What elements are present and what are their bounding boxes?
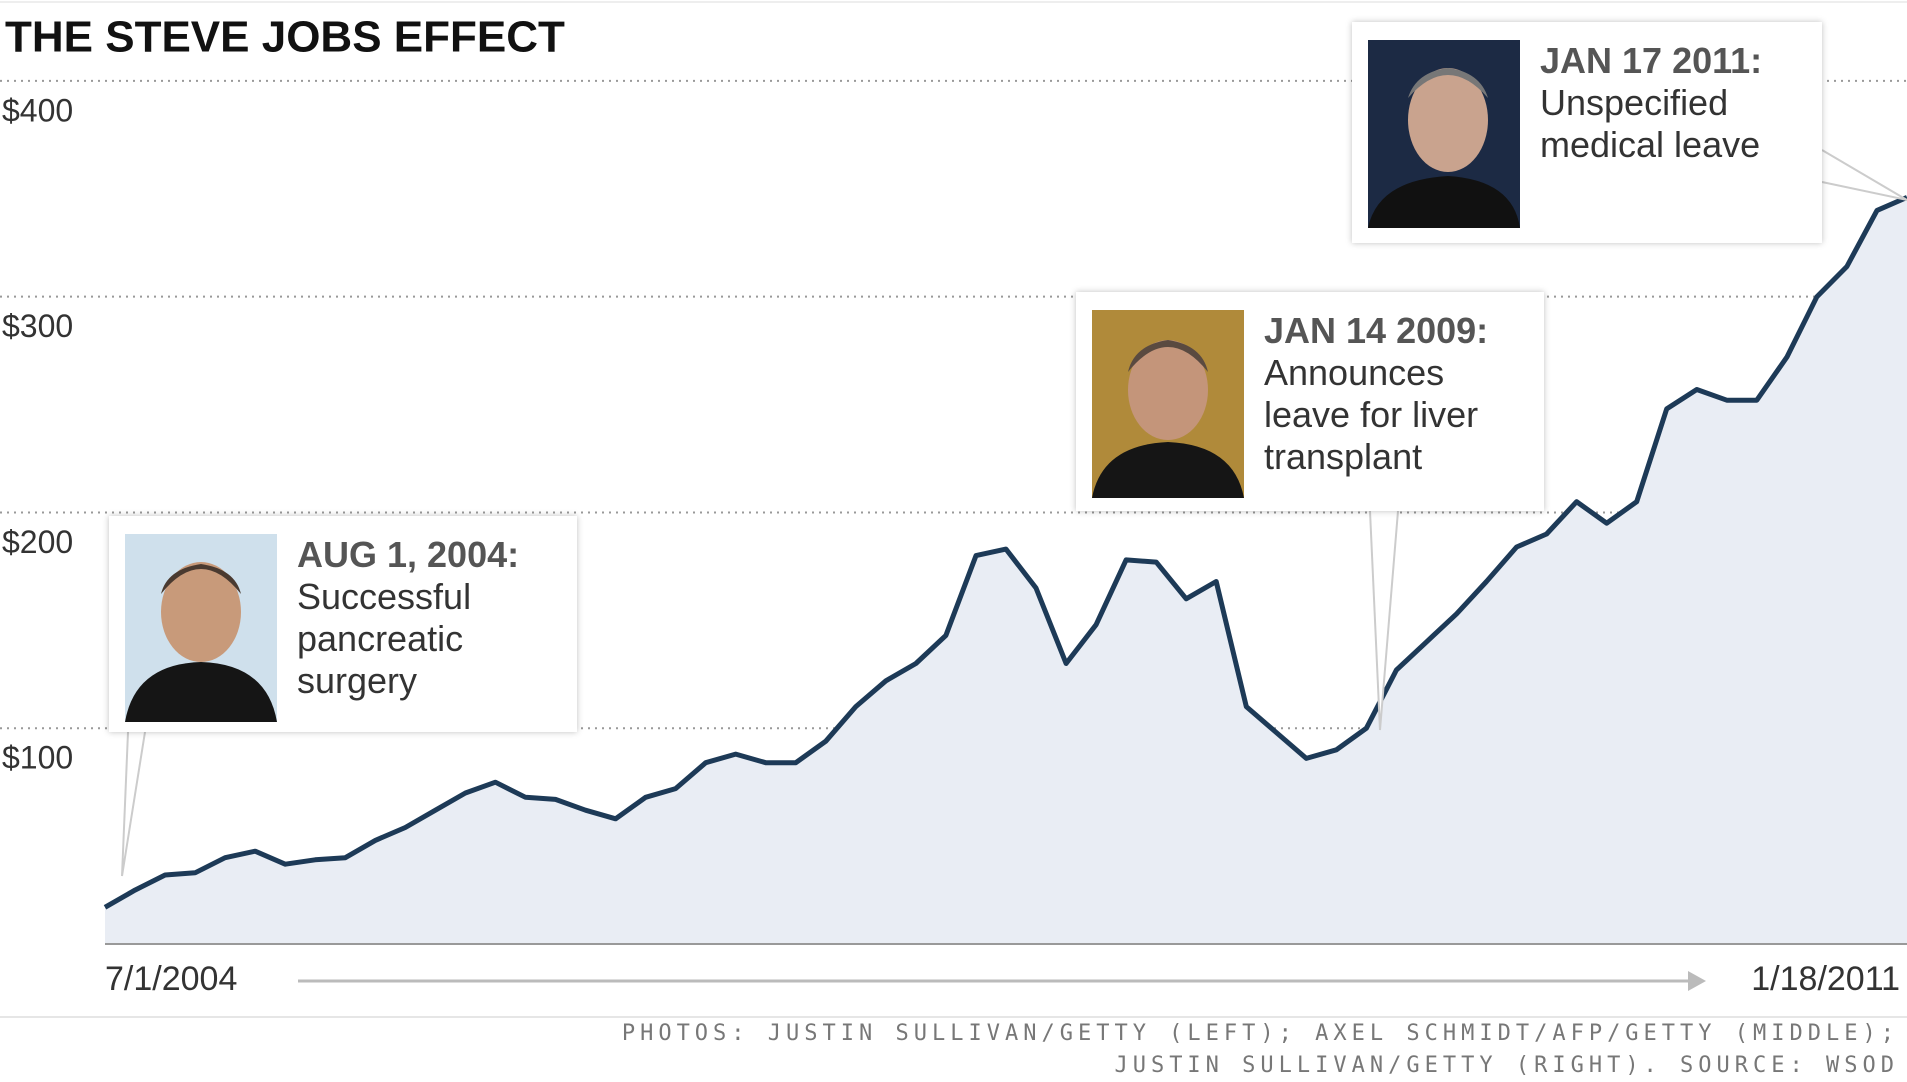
photo	[1368, 40, 1520, 228]
photo	[1092, 310, 1244, 498]
area	[105, 197, 1907, 944]
chart-title: THE STEVE JOBS EFFECT	[5, 13, 565, 62]
annotation-text: Announces leave for liver transplant	[1264, 352, 1479, 477]
credit-line: JUSTIN SULLIVAN/GETTY (RIGHT). SOURCE: W…	[1114, 1053, 1899, 1078]
line	[103, 195, 1907, 910]
pointer	[1369, 510, 1399, 731]
arrow-head	[1688, 971, 1706, 991]
callout: JAN 17 2011: Unspecified medical leave	[1352, 22, 1822, 243]
x-label: 7/1/2004	[105, 960, 237, 998]
photo	[125, 534, 277, 722]
y-tick-label: $400	[2, 92, 73, 128]
annotation-date: AUG 1, 2004:	[297, 534, 520, 575]
credit-line: PHOTOS: JUSTIN SULLIVAN/GETTY (LEFT); AX…	[621, 1021, 1899, 1046]
annotation-date: JAN 14 2009:	[1264, 310, 1489, 351]
callout: JAN 14 2009: Announces leave for liver tr…	[1076, 292, 1544, 511]
y-tick-label: $200	[2, 524, 73, 560]
x-label: 1/18/2011	[1751, 960, 1900, 998]
annotation-date: JAN 17 2011:	[1540, 40, 1763, 81]
pointer	[121, 731, 146, 877]
credit: PHOTOS: JUSTIN SULLIVAN/GETTY (LEFT); AX…	[622, 1018, 1899, 1082]
y-tick-label: $100	[2, 740, 73, 776]
callout: AUG 1, 2004: Successful pancreatic surger…	[109, 516, 577, 732]
y-tick-label: $300	[2, 308, 73, 344]
pointer	[1821, 149, 1907, 201]
annotation-text: Unspecified medical leave	[1540, 82, 1761, 165]
annotation-text: Successful pancreatic surgery	[297, 576, 472, 701]
